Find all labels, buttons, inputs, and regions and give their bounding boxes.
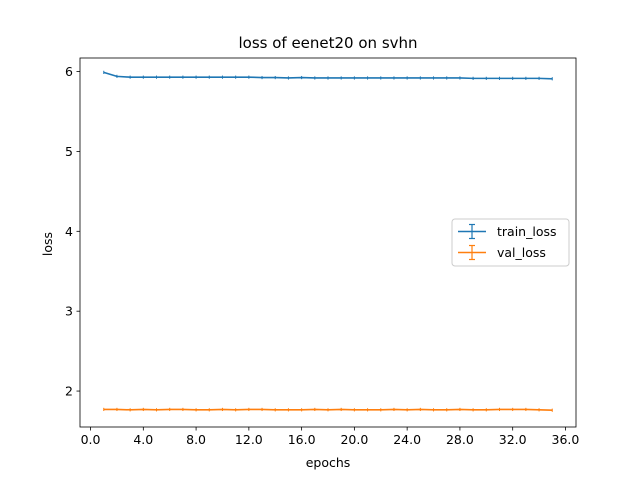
x-tick-label: 24.0 <box>393 432 421 447</box>
y-tick-label: 2 <box>65 384 73 399</box>
x-tick-label: 16.0 <box>288 432 316 447</box>
x-tick-label: 36.0 <box>552 432 580 447</box>
x-tick-label: 8.0 <box>186 432 206 447</box>
x-tick-label: 20.0 <box>340 432 368 447</box>
y-axis-title: loss <box>40 232 55 256</box>
legend-label-val_loss: val_loss <box>497 245 546 260</box>
x-tick-label: 32.0 <box>499 432 527 447</box>
chart-title: loss of eenet20 on svhn <box>238 34 417 52</box>
legend-label-train_loss: train_loss <box>497 224 557 239</box>
y-tick-label: 5 <box>65 144 73 159</box>
legend: train_loss val_loss <box>451 218 570 267</box>
x-axis-title: epochs <box>306 455 351 470</box>
y-tick-label: 6 <box>65 64 73 79</box>
x-tick-label: 0.0 <box>81 432 101 447</box>
plot-area: 0.0 4.0 8.0 12.0 16.0 20.0 24.0 28.0 32.0 36.0 2 3 4… <box>65 57 580 447</box>
x-tick-label: 4.0 <box>133 432 153 447</box>
y-tick-label: 4 <box>65 224 73 239</box>
y-tick-label: 3 <box>65 304 73 319</box>
x-tick-label: 12.0 <box>235 432 263 447</box>
plot-frame <box>79 57 577 428</box>
x-tick-label: 28.0 <box>446 432 474 447</box>
